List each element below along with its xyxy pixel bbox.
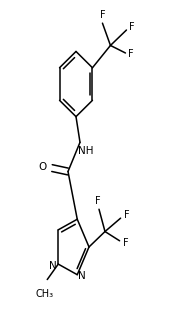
Text: O: O [39,162,47,172]
Text: N: N [78,271,86,281]
Text: F: F [128,49,134,59]
Text: F: F [129,22,135,32]
Text: F: F [124,211,129,220]
Text: CH₃: CH₃ [35,289,53,299]
Text: F: F [123,238,128,248]
Text: N: N [49,261,57,271]
Text: F: F [95,197,101,206]
Text: F: F [100,11,105,20]
Text: NH: NH [78,146,94,156]
